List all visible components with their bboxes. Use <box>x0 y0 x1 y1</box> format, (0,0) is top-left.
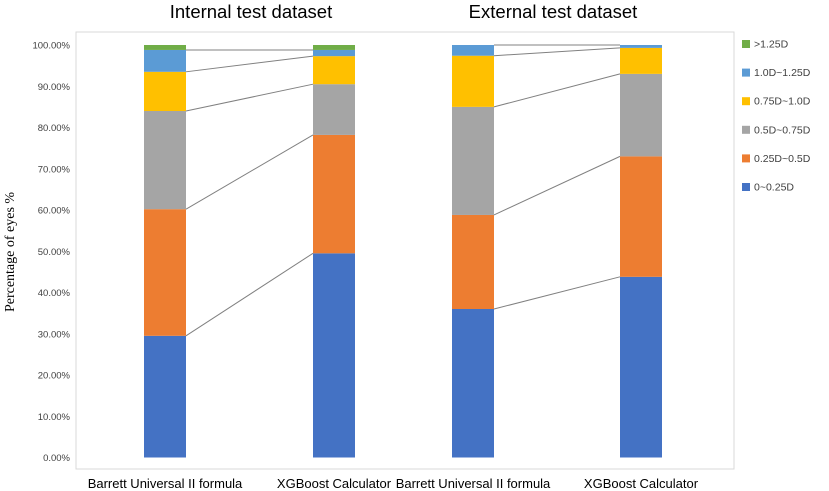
bar-segment <box>452 214 494 309</box>
bars <box>144 45 662 458</box>
connector-line <box>493 276 621 310</box>
connector-line <box>493 155 621 216</box>
bar-segment <box>452 45 494 56</box>
legend-label: >1.25D <box>754 39 789 51</box>
legend-swatch <box>742 154 750 163</box>
bar-segment <box>452 106 494 215</box>
y-tick-label: 80.00% <box>38 123 71 134</box>
bar-segment <box>452 55 494 107</box>
legend: >1.25D 1.0D~1.25D 0.75D~1.0D 0.5D~0.75D 0.25… <box>742 39 811 194</box>
legend-swatch <box>742 97 750 106</box>
x-axis-labels: Barrett Universal II formula XGBoost Calc… <box>88 476 699 491</box>
bar-segment <box>620 73 662 157</box>
y-axis: 0.00% 10.00% 20.00% 30.00% 40.00% 50.00% 60.00… <box>32 41 70 465</box>
legend-swatch <box>742 68 750 77</box>
bar-segment <box>144 71 186 111</box>
connector-line <box>185 83 314 112</box>
y-tick-label: 100.00% <box>32 41 70 52</box>
connector-line <box>185 55 314 73</box>
plot-frame <box>75 31 735 470</box>
bar-segment <box>144 335 186 458</box>
bar-segment <box>313 49 355 57</box>
connector-line <box>185 134 314 210</box>
y-tick-label: 50.00% <box>38 247 71 258</box>
bar-segment <box>620 45 662 48</box>
legend-label: 1.0D~1.25D <box>754 67 811 79</box>
bar-segment <box>620 156 662 277</box>
bar-segment <box>452 309 494 458</box>
bar-segment <box>313 56 355 85</box>
x-tick-label: XGBoost Calculator <box>584 476 699 491</box>
y-tick-label: 30.00% <box>38 329 71 340</box>
panel-title: Internal test dataset <box>170 1 333 22</box>
connector-line <box>493 73 621 108</box>
y-tick-label: 10.00% <box>38 412 71 423</box>
y-tick-label: 60.00% <box>38 206 71 217</box>
bar-segment <box>144 45 186 50</box>
x-tick-label: Barrett Universal II formula <box>396 476 551 491</box>
panel-titles: Internal test dataset External test datas… <box>170 1 638 22</box>
legend-label: 0.25D~0.5D <box>754 153 811 165</box>
legend-swatch <box>742 40 750 48</box>
connector-lines <box>185 44 621 337</box>
connector-line <box>185 252 314 337</box>
y-axis-label: Percentage of eyes % <box>3 192 18 312</box>
y-tick-label: 70.00% <box>38 164 71 175</box>
legend-label: 0.75D~1.0D <box>754 96 811 108</box>
legend-swatch <box>742 125 750 134</box>
legend-label: 0.5D~0.75D <box>754 124 811 136</box>
y-tick-label: 40.00% <box>38 288 71 299</box>
bar-segment <box>144 209 186 336</box>
bar-segment <box>620 47 662 74</box>
y-tick-label: 90.00% <box>38 82 71 93</box>
y-tick-label: 0.00% <box>43 453 70 464</box>
legend-swatch <box>742 183 750 191</box>
bar-segment <box>313 253 355 458</box>
bar-segment <box>620 276 662 458</box>
legend-label: 0~0.25D <box>754 182 794 194</box>
bar-segment <box>144 111 186 210</box>
x-tick-label: XGBoost Calculator <box>277 476 392 491</box>
y-tick-label: 20.00% <box>38 371 71 382</box>
bar-segment <box>144 49 186 72</box>
x-tick-label: Barrett Universal II formula <box>88 476 243 491</box>
bar-segment <box>313 134 355 254</box>
bar-segment <box>313 84 355 135</box>
bar-segment <box>313 45 355 50</box>
panel-title: External test dataset <box>469 1 638 22</box>
connector-line <box>493 47 621 57</box>
